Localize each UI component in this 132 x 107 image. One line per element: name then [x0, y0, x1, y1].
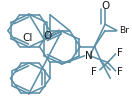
- Text: F: F: [91, 67, 97, 77]
- Text: O: O: [43, 31, 51, 41]
- Text: O: O: [101, 1, 109, 11]
- Text: F: F: [117, 67, 123, 77]
- Text: F: F: [117, 48, 123, 58]
- Text: Br: Br: [119, 26, 129, 35]
- Text: Cl: Cl: [22, 33, 33, 43]
- Text: N: N: [85, 51, 92, 61]
